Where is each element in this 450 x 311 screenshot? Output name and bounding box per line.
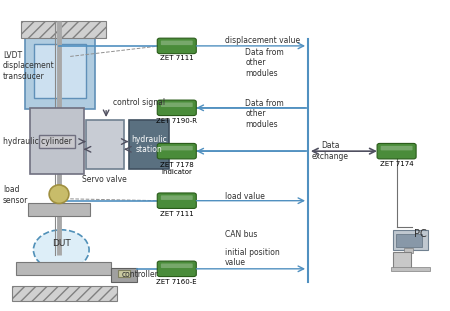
Text: ZET 7178
indicator: ZET 7178 indicator — [160, 162, 194, 175]
FancyBboxPatch shape — [39, 135, 75, 148]
FancyBboxPatch shape — [161, 263, 193, 268]
FancyBboxPatch shape — [161, 195, 193, 200]
FancyBboxPatch shape — [27, 203, 90, 216]
FancyBboxPatch shape — [30, 108, 84, 174]
Text: load value: load value — [225, 192, 265, 201]
Text: Data from
other
modules: Data from other modules — [245, 48, 284, 77]
FancyBboxPatch shape — [86, 120, 124, 169]
FancyBboxPatch shape — [157, 143, 196, 159]
Text: Servo valve: Servo valve — [82, 175, 127, 184]
FancyBboxPatch shape — [161, 40, 193, 45]
Text: controller: controller — [122, 270, 158, 279]
FancyBboxPatch shape — [129, 120, 169, 169]
Text: displacement value: displacement value — [225, 36, 300, 45]
Text: Data
exchange: Data exchange — [312, 141, 349, 160]
FancyBboxPatch shape — [34, 44, 86, 98]
FancyBboxPatch shape — [157, 38, 196, 53]
Text: hydraulic
station: hydraulic station — [131, 135, 166, 154]
Text: ZET 7174: ZET 7174 — [380, 161, 414, 167]
FancyBboxPatch shape — [21, 21, 106, 38]
Text: hydraulic cylinder: hydraulic cylinder — [3, 137, 72, 146]
FancyBboxPatch shape — [393, 253, 411, 268]
FancyBboxPatch shape — [391, 267, 431, 271]
Text: ZET 7111: ZET 7111 — [160, 211, 194, 216]
Text: ZET 7111: ZET 7111 — [160, 55, 194, 61]
FancyBboxPatch shape — [396, 234, 423, 247]
Text: ZET 7190-R: ZET 7190-R — [156, 118, 197, 124]
FancyBboxPatch shape — [157, 261, 196, 276]
FancyBboxPatch shape — [161, 103, 193, 107]
Text: control signal: control signal — [113, 98, 165, 107]
FancyBboxPatch shape — [12, 285, 117, 301]
Text: DUT: DUT — [52, 239, 71, 248]
Text: ZET 7160-E: ZET 7160-E — [157, 279, 197, 285]
Text: Data from
other
modules: Data from other modules — [245, 99, 284, 129]
Ellipse shape — [49, 185, 69, 203]
Text: LVDT
displacement
transducer: LVDT displacement transducer — [3, 51, 55, 81]
FancyBboxPatch shape — [118, 270, 130, 277]
FancyBboxPatch shape — [393, 230, 428, 250]
FancyBboxPatch shape — [377, 143, 416, 159]
FancyBboxPatch shape — [16, 262, 111, 275]
FancyBboxPatch shape — [157, 193, 196, 208]
Text: PC: PC — [414, 230, 427, 239]
FancyBboxPatch shape — [25, 36, 95, 109]
FancyBboxPatch shape — [405, 248, 413, 253]
Text: CAN bus: CAN bus — [225, 230, 257, 239]
FancyBboxPatch shape — [161, 146, 193, 151]
FancyBboxPatch shape — [111, 267, 137, 282]
FancyBboxPatch shape — [157, 100, 196, 116]
Ellipse shape — [33, 230, 89, 270]
Text: initial position
value: initial position value — [225, 248, 280, 267]
FancyBboxPatch shape — [381, 146, 413, 151]
Text: load
sensor: load sensor — [3, 185, 28, 205]
